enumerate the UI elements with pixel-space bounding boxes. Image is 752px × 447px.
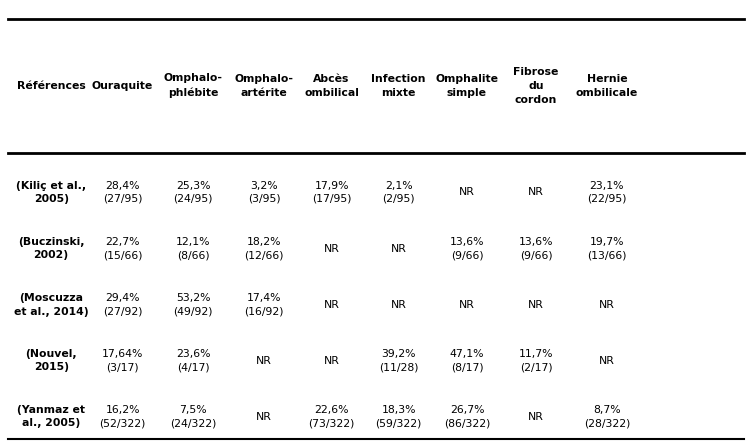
Text: (28/322): (28/322) [584,418,630,428]
Text: Infection
mixte: Infection mixte [371,74,426,98]
Text: (16/92): (16/92) [244,307,284,316]
Text: NR: NR [528,300,544,310]
Text: (Buczinski,: (Buczinski, [18,237,84,247]
Text: 2005): 2005) [34,194,68,204]
Text: 53,2%: 53,2% [176,293,211,303]
Text: (27/95): (27/95) [103,194,142,204]
Text: 22,7%: 22,7% [105,237,140,247]
Text: NR: NR [390,244,407,253]
Text: 23,1%: 23,1% [590,181,624,190]
Text: (49/92): (49/92) [174,307,213,316]
Text: et al., 2014): et al., 2014) [14,307,89,316]
Text: 47,1%: 47,1% [450,349,484,359]
Text: NR: NR [528,187,544,197]
Text: (22/95): (22/95) [587,194,626,204]
Text: 26,7%: 26,7% [450,405,484,415]
Text: (Kiliç et al.,: (Kiliç et al., [16,181,86,190]
Text: Fibrose
du
cordon: Fibrose du cordon [514,67,559,105]
Text: (17/95): (17/95) [312,194,351,204]
Text: 17,9%: 17,9% [314,181,349,190]
Text: 22,6%: 22,6% [314,405,349,415]
Text: NR: NR [256,356,272,366]
Text: (Yanmaz et: (Yanmaz et [17,405,85,415]
Text: al., 2005): al., 2005) [22,418,80,428]
Text: (3/95): (3/95) [247,194,280,204]
Text: NR: NR [390,300,407,310]
Text: NR: NR [599,300,615,310]
Text: NR: NR [256,412,272,422]
Text: Abcès
ombilical: Abcès ombilical [305,74,359,98]
Text: (86/322): (86/322) [444,418,490,428]
Text: 39,2%: 39,2% [381,349,416,359]
Text: (27/92): (27/92) [103,307,142,316]
Text: 11,7%: 11,7% [519,349,553,359]
Text: (3/17): (3/17) [106,363,139,372]
Text: 29,4%: 29,4% [105,293,140,303]
Text: 3,2%: 3,2% [250,181,277,190]
Text: (Nouvel,: (Nouvel, [26,349,77,359]
Text: 19,7%: 19,7% [590,237,624,247]
Text: Hernie
ombilicale: Hernie ombilicale [576,74,638,98]
Text: (4/17): (4/17) [177,363,210,372]
Text: Omphalo-
phlébite: Omphalo- phlébite [164,73,223,98]
Text: NR: NR [323,356,340,366]
Text: (24/322): (24/322) [170,418,217,428]
Text: (59/322): (59/322) [375,418,422,428]
Text: 2,1%: 2,1% [385,181,412,190]
Text: NR: NR [323,300,340,310]
Text: NR: NR [459,300,475,310]
Text: 18,3%: 18,3% [381,405,416,415]
Text: (15/66): (15/66) [103,250,142,260]
Text: 17,4%: 17,4% [247,293,281,303]
Text: 12,1%: 12,1% [176,237,211,247]
Text: (9/66): (9/66) [520,250,553,260]
Text: NR: NR [323,244,340,253]
Text: (12/66): (12/66) [244,250,284,260]
Text: (8/17): (8/17) [450,363,484,372]
Text: NR: NR [599,356,615,366]
Text: Ouraquite: Ouraquite [92,81,153,91]
Text: (2/95): (2/95) [382,194,415,204]
Text: Omphalite
simple: Omphalite simple [435,74,499,98]
Text: 25,3%: 25,3% [176,181,211,190]
Text: NR: NR [459,187,475,197]
Text: 23,6%: 23,6% [176,349,211,359]
Text: (13/66): (13/66) [587,250,626,260]
Text: (8/66): (8/66) [177,250,210,260]
Text: (73/322): (73/322) [308,418,355,428]
Text: 18,2%: 18,2% [247,237,281,247]
Text: 28,4%: 28,4% [105,181,140,190]
Text: (11/28): (11/28) [379,363,418,372]
Text: (Moscuzza: (Moscuzza [19,293,83,303]
Text: 13,6%: 13,6% [450,237,484,247]
Text: Références: Références [17,81,86,91]
Text: (9/66): (9/66) [450,250,484,260]
Text: 16,2%: 16,2% [105,405,140,415]
Text: 7,5%: 7,5% [180,405,207,415]
Text: 2002): 2002) [34,250,68,260]
Text: (24/95): (24/95) [174,194,213,204]
Text: (2/17): (2/17) [520,363,553,372]
Text: Omphalo-
artérite: Omphalo- artérite [235,74,293,98]
Text: 2015): 2015) [34,363,68,372]
Text: 17,64%: 17,64% [102,349,144,359]
Text: NR: NR [528,412,544,422]
Text: 13,6%: 13,6% [519,237,553,247]
Text: (52/322): (52/322) [99,418,146,428]
Text: 8,7%: 8,7% [593,405,620,415]
